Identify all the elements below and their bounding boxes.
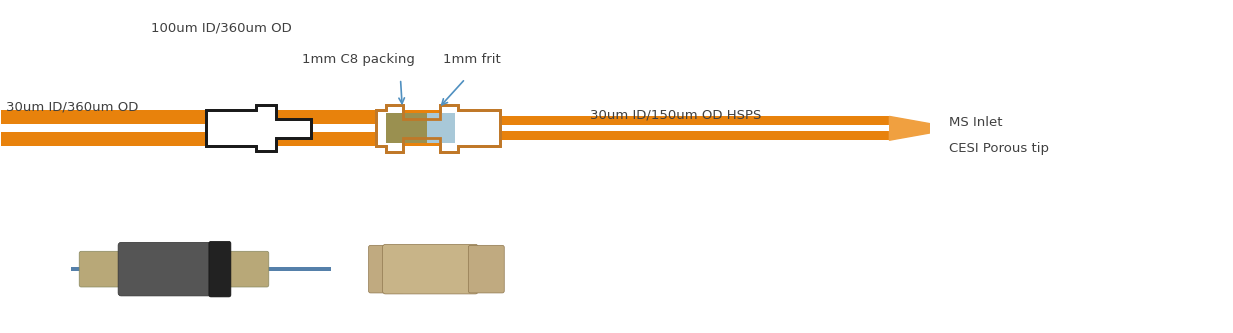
Text: 100um ID/360um OD: 100um ID/360um OD [150, 21, 291, 34]
Text: 30um ID/150um OD HSPS: 30um ID/150um OD HSPS [591, 109, 762, 122]
Polygon shape [376, 105, 501, 152]
Text: 1mm frit: 1mm frit [444, 53, 501, 66]
Text: CESI Porous tip: CESI Porous tip [949, 142, 1049, 155]
Bar [376, 124, 501, 132]
Bar [311, 111, 376, 146]
Text: 30um ID/360um OD: 30um ID/360um OD [6, 101, 139, 114]
Text: 1mm C8 packing: 1mm C8 packing [302, 53, 416, 66]
Bar [501, 117, 889, 140]
Bar [72, 267, 330, 271]
Text: MS Inlet: MS Inlet [949, 116, 1002, 129]
Bar [206, 124, 311, 132]
Polygon shape [889, 117, 930, 140]
Polygon shape [206, 106, 311, 151]
Bar [386, 113, 428, 144]
Bar [501, 125, 889, 131]
Bar [1, 111, 206, 146]
FancyBboxPatch shape [469, 245, 504, 293]
Bar [206, 111, 311, 146]
Bar [428, 113, 455, 144]
Bar [311, 124, 376, 132]
FancyBboxPatch shape [79, 251, 121, 287]
FancyBboxPatch shape [369, 245, 404, 293]
FancyBboxPatch shape [118, 242, 224, 296]
FancyBboxPatch shape [227, 251, 269, 287]
FancyBboxPatch shape [382, 244, 478, 294]
FancyBboxPatch shape [208, 241, 231, 297]
Bar [376, 111, 501, 146]
Bar [1, 124, 206, 132]
